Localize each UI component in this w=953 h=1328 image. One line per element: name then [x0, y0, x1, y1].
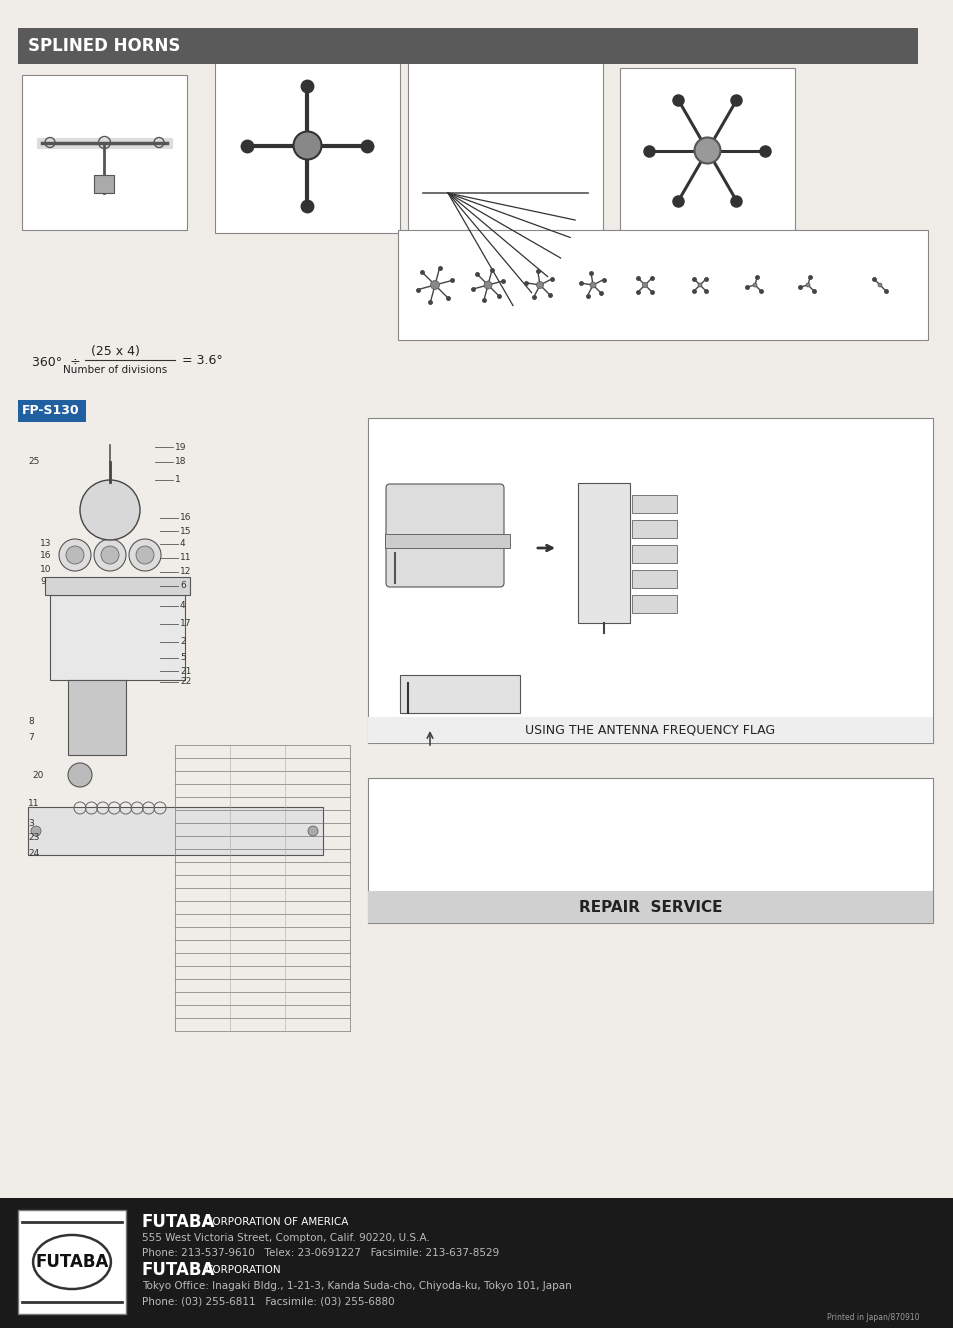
Text: 5: 5 [180, 653, 186, 663]
Text: 7: 7 [28, 733, 33, 741]
Text: 4: 4 [180, 602, 186, 611]
Text: USING THE ANTENNA FREQUENCY FLAG: USING THE ANTENNA FREQUENCY FLAG [525, 724, 775, 737]
Text: 4: 4 [180, 539, 186, 548]
Text: 555 West Victoria Street, Compton, Calif. 90220, U.S.A.: 555 West Victoria Street, Compton, Calif… [142, 1232, 430, 1243]
Circle shape [694, 138, 720, 163]
Text: 3: 3 [28, 818, 33, 827]
Text: 11: 11 [28, 798, 39, 807]
Text: 13: 13 [40, 538, 51, 547]
Bar [18, 400, 86, 422]
Circle shape [66, 546, 84, 564]
Bar [631, 544, 677, 563]
Text: FUTABA: FUTABA [35, 1254, 109, 1271]
Text: Printed in Japan/870910: Printed in Japan/870910 [826, 1313, 919, 1323]
Bar [94, 174, 114, 193]
Bar [631, 595, 677, 614]
Text: 16: 16 [180, 514, 192, 522]
Bar [28, 807, 323, 855]
Bar [631, 521, 677, 538]
Text: 11: 11 [180, 554, 192, 563]
Text: Number of divisions: Number of divisions [63, 365, 167, 374]
Text: (25 x 4): (25 x 4) [91, 345, 139, 359]
Bar [408, 58, 602, 232]
Circle shape [294, 131, 321, 159]
Bar [368, 891, 932, 923]
Text: 23: 23 [28, 834, 39, 842]
Circle shape [877, 283, 882, 287]
Text: 9: 9 [40, 578, 46, 587]
Bar [385, 534, 510, 548]
Text: 17: 17 [180, 619, 192, 628]
Bar [0, 1198, 953, 1328]
Circle shape [308, 826, 317, 837]
Text: SPLINED HORNS: SPLINED HORNS [28, 37, 180, 54]
Text: 20: 20 [32, 772, 43, 781]
Circle shape [59, 539, 91, 571]
Text: CORPORATION OF AMERICA: CORPORATION OF AMERICA [205, 1216, 348, 1227]
Circle shape [483, 282, 492, 290]
Circle shape [129, 539, 161, 571]
Text: 10: 10 [40, 564, 51, 574]
Text: FUTABA: FUTABA [142, 1212, 215, 1231]
Circle shape [805, 283, 809, 287]
Text: REPAIR  SERVICE: REPAIR SERVICE [578, 899, 721, 915]
Text: 1: 1 [174, 475, 180, 485]
Bar [397, 230, 927, 340]
Circle shape [30, 826, 41, 837]
Circle shape [430, 280, 439, 290]
Text: Tokyo Office: Inagaki Bldg., 1-21-3, Kanda Suda-cho, Chiyoda-ku, Tokyo 101, Japa: Tokyo Office: Inagaki Bldg., 1-21-3, Kan… [142, 1282, 571, 1291]
Bar [631, 495, 677, 513]
Bar [578, 483, 629, 623]
Circle shape [101, 546, 119, 564]
Text: 2: 2 [180, 637, 186, 647]
Bar [45, 576, 190, 595]
Text: 8: 8 [28, 717, 33, 726]
Text: 19: 19 [174, 442, 186, 452]
Bar [18, 28, 917, 64]
Bar [50, 595, 185, 680]
Circle shape [589, 282, 596, 288]
Circle shape [80, 479, 140, 540]
Bar [631, 570, 677, 588]
Bar [368, 717, 932, 742]
Circle shape [68, 764, 91, 788]
Text: 360°  ÷: 360° ÷ [32, 356, 81, 368]
Text: CORPORATION: CORPORATION [205, 1266, 280, 1275]
Text: FP-S130: FP-S130 [22, 405, 79, 417]
Circle shape [752, 283, 757, 287]
Text: Phone: 213-537-9610   Telex: 23-0691227   Facsimile: 213-637-8529: Phone: 213-537-9610 Telex: 23-0691227 Fa… [142, 1248, 498, 1258]
Text: 22: 22 [180, 677, 191, 687]
Circle shape [94, 539, 126, 571]
FancyBboxPatch shape [386, 483, 503, 587]
Bar [22, 74, 187, 230]
Bar [368, 778, 932, 923]
Text: 24: 24 [28, 849, 39, 858]
Text: 21: 21 [180, 667, 192, 676]
Text: 16: 16 [40, 551, 51, 560]
Circle shape [136, 546, 153, 564]
Bar [18, 1210, 126, 1313]
Text: 18: 18 [174, 458, 186, 466]
Text: 12: 12 [180, 567, 192, 576]
Circle shape [698, 283, 701, 287]
Text: FUTABA: FUTABA [142, 1262, 215, 1279]
Text: 15: 15 [180, 526, 192, 535]
Bar [619, 68, 794, 232]
Bar [399, 675, 519, 713]
Text: 6: 6 [180, 582, 186, 591]
Text: Phone: (03) 255-6811   Facsimile: (03) 255-6880: Phone: (03) 255-6811 Facsimile: (03) 255… [142, 1296, 395, 1305]
Text: = 3.6°: = 3.6° [182, 353, 222, 367]
Bar [368, 418, 932, 742]
Bar [68, 680, 126, 756]
Circle shape [536, 282, 543, 288]
Text: 25: 25 [28, 458, 39, 466]
Bar [214, 58, 399, 232]
Circle shape [641, 283, 647, 287]
